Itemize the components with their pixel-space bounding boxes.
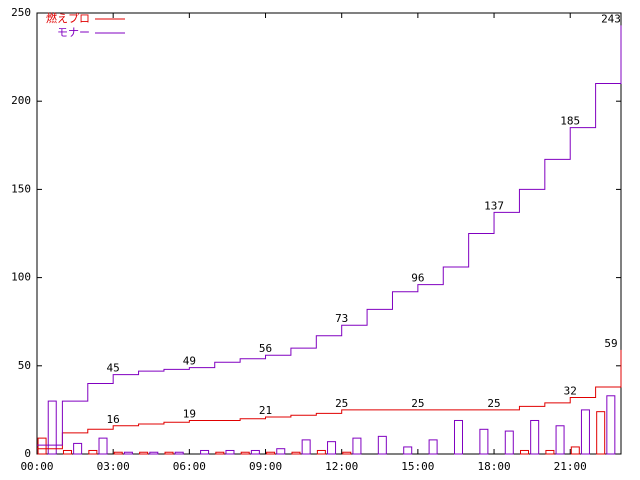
- bar: [164, 451, 174, 455]
- data-label: 137: [484, 199, 504, 212]
- data-label: 25: [411, 397, 424, 410]
- legend-label: モナー: [57, 26, 90, 39]
- data-label: 45: [107, 362, 120, 375]
- y-tick-label: 150: [11, 182, 31, 195]
- bar: [225, 449, 235, 455]
- bar: [37, 437, 47, 455]
- x-tick-label: 09:00: [249, 460, 282, 473]
- bar: [73, 442, 83, 455]
- bar: [327, 441, 337, 455]
- bar: [545, 449, 555, 455]
- bar: [123, 451, 133, 455]
- bar: [291, 451, 301, 455]
- bar: [504, 430, 514, 455]
- bar: [266, 451, 276, 455]
- x-tick-label: 21:00: [554, 460, 587, 473]
- bar: [316, 449, 326, 455]
- y-tick-label: 250: [11, 6, 31, 19]
- x-tick-label: 03:00: [97, 460, 130, 473]
- bar: [352, 437, 362, 455]
- data-label: 21: [259, 404, 272, 417]
- bar: [62, 449, 72, 455]
- bar: [301, 439, 311, 455]
- data-label: 56: [259, 342, 272, 355]
- bar: [570, 446, 580, 455]
- x-tick-label: 12:00: [325, 460, 358, 473]
- bar: [403, 446, 413, 455]
- bar: [596, 411, 606, 455]
- y-tick-label: 50: [18, 359, 31, 372]
- bar: [530, 419, 540, 455]
- bar: [47, 400, 57, 455]
- data-label: 185: [560, 115, 580, 128]
- bar: [479, 428, 489, 455]
- data-label: 16: [107, 413, 120, 426]
- bar: [250, 449, 260, 455]
- data-label: 96: [411, 272, 424, 285]
- bar: [276, 448, 286, 455]
- series-line: [37, 25, 622, 446]
- x-tick-label: 06:00: [173, 460, 206, 473]
- bar: [149, 451, 159, 455]
- plot-frame: [36, 12, 622, 455]
- legend-label: 燃えプロ: [46, 11, 90, 25]
- x-tick-label: 00:00: [20, 460, 53, 473]
- bar: [200, 449, 210, 455]
- x-tick-label: 15:00: [401, 460, 434, 473]
- data-label: 243: [601, 12, 621, 25]
- bar: [113, 451, 123, 455]
- bar: [215, 451, 225, 455]
- series-line: [37, 349, 622, 450]
- bar: [580, 409, 590, 455]
- data-label: 59: [604, 337, 617, 350]
- bar: [555, 425, 565, 455]
- data-label: 19: [183, 407, 196, 420]
- bar: [428, 439, 438, 455]
- bar: [88, 449, 98, 455]
- bar: [377, 435, 387, 455]
- y-tick-label: 200: [11, 94, 31, 107]
- data-label: 25: [335, 397, 348, 410]
- data-label: 49: [183, 355, 196, 368]
- bar: [98, 437, 108, 455]
- y-tick-label: 0: [24, 447, 31, 460]
- data-label: 73: [335, 312, 348, 325]
- bar: [606, 395, 616, 455]
- bar: [139, 451, 149, 455]
- bar: [240, 451, 250, 455]
- bar: [342, 451, 352, 455]
- data-label: 25: [487, 397, 500, 410]
- bar: [453, 419, 463, 455]
- bar: [520, 449, 530, 455]
- data-label: 32: [564, 385, 577, 398]
- bar: [174, 451, 184, 455]
- y-tick-label: 100: [11, 271, 31, 284]
- x-tick-label: 18:00: [477, 460, 510, 473]
